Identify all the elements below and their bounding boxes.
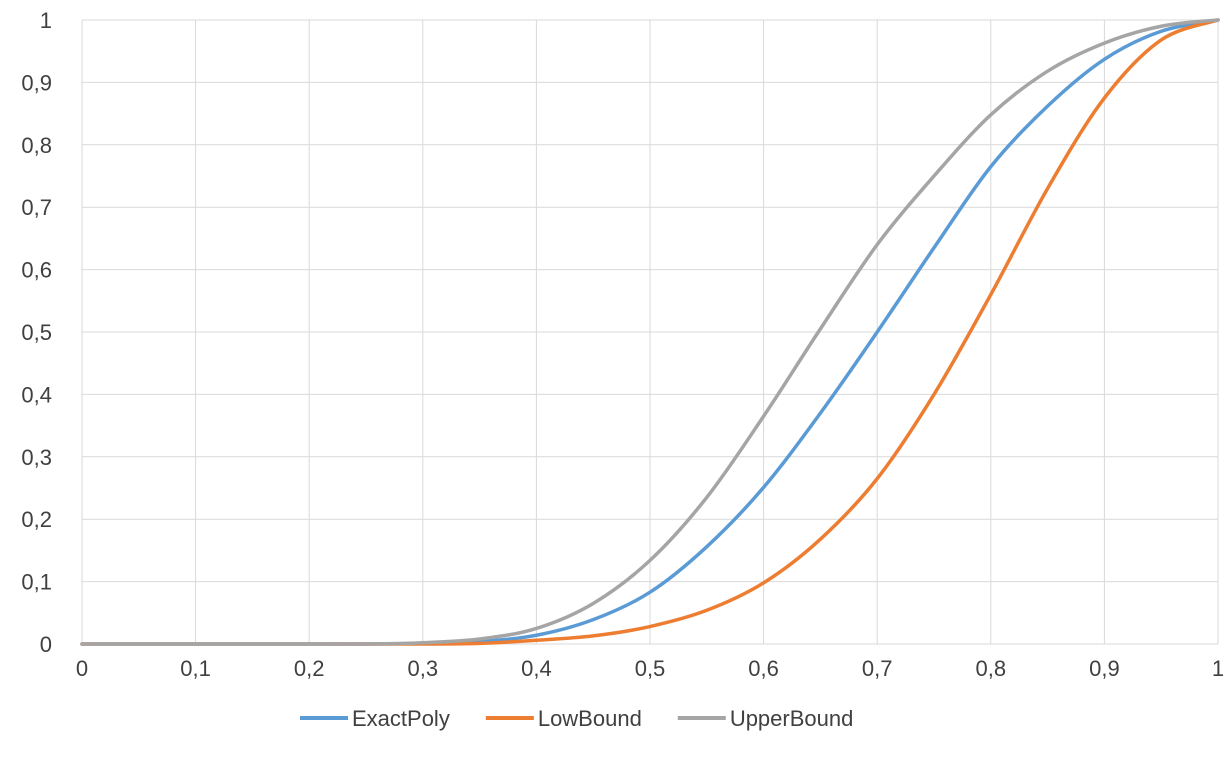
series-lines — [80, 18, 1220, 646]
x-tick-label: 0,5 — [635, 656, 666, 681]
x-tick-label: 0,4 — [521, 656, 552, 681]
legend-item-lowbound: LowBound — [485, 706, 642, 731]
legend-item-exactpoly: ExactPoly — [300, 706, 450, 731]
x-tick-label: 0,9 — [1089, 656, 1120, 681]
grid-lines — [81, 19, 1219, 645]
y-tick-label: 0,3 — [21, 445, 52, 470]
legend-label: ExactPoly — [352, 706, 450, 731]
legend-item-upperbound: UpperBound — [677, 706, 854, 731]
y-tick-label: 0,4 — [21, 382, 52, 407]
x-tick-label: 0,7 — [862, 656, 893, 681]
x-tick-label: 0,6 — [748, 656, 779, 681]
y-tick-label: 1 — [40, 8, 52, 33]
y-axis-tick-labels: 0 0,1 0,2 0,3 0,4 0,5 0,6 0,7 0,8 0,9 1 — [21, 8, 52, 657]
legend-label: UpperBound — [730, 706, 854, 731]
legend-label: LowBound — [538, 706, 642, 731]
x-tick-label: 0,8 — [976, 656, 1007, 681]
y-tick-label: 0 — [40, 632, 52, 657]
y-tick-label: 0,9 — [21, 70, 52, 95]
x-tick-label: 0,1 — [180, 656, 211, 681]
y-tick-label: 0,7 — [21, 195, 52, 220]
x-tick-label: 0,3 — [408, 656, 439, 681]
y-tick-label: 0,6 — [21, 258, 52, 283]
y-tick-label: 0,8 — [21, 133, 52, 158]
x-axis-tick-labels: 0 0,1 0,2 0,3 0,4 0,5 0,6 0,7 0,8 0,9 1 — [76, 656, 1224, 681]
series-line-upperbound — [80, 18, 1220, 646]
y-tick-label: 0,2 — [21, 507, 52, 532]
y-tick-label: 0,1 — [21, 570, 52, 595]
y-tick-label: 0,5 — [21, 320, 52, 345]
x-tick-label: 1 — [1212, 656, 1224, 681]
x-tick-label: 0,2 — [294, 656, 325, 681]
legend: ExactPoly LowBound UpperBound — [300, 706, 853, 731]
x-tick-label: 0 — [76, 656, 88, 681]
